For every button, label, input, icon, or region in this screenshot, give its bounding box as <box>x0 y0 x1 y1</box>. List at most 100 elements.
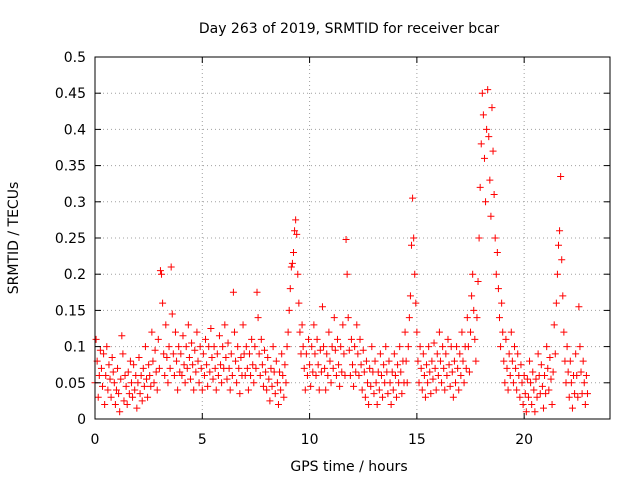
data-point <box>107 393 115 401</box>
data-point <box>490 191 498 199</box>
data-point <box>427 390 435 398</box>
data-point <box>233 379 241 387</box>
data-point <box>288 259 296 267</box>
data-point <box>248 335 256 343</box>
data-point <box>140 382 148 390</box>
data-point <box>244 386 252 394</box>
data-point <box>346 372 354 380</box>
data-point <box>472 357 480 365</box>
data-point <box>168 310 176 318</box>
data-point <box>152 368 160 376</box>
x-tick-label: 5 <box>198 432 207 448</box>
y-tick-label: 0.2 <box>64 267 86 283</box>
data-point <box>310 321 318 329</box>
data-point <box>386 379 394 387</box>
data-point <box>287 263 295 271</box>
data-point <box>272 357 280 365</box>
data-point <box>384 390 392 398</box>
data-point <box>463 314 471 322</box>
data-point <box>212 386 220 394</box>
data-point <box>547 375 555 383</box>
data-point <box>268 382 276 390</box>
data-point <box>126 357 134 365</box>
data-point <box>337 343 345 351</box>
data-point <box>222 353 230 361</box>
y-axis-label: SRMTID / TECUs <box>6 182 22 295</box>
data-point <box>178 372 186 380</box>
data-point <box>428 357 436 365</box>
data-point <box>123 401 131 409</box>
data-point <box>390 350 398 358</box>
data-point <box>262 368 270 376</box>
x-tick-label: 15 <box>408 432 426 448</box>
data-point <box>257 335 265 343</box>
data-point <box>125 390 133 398</box>
data-point <box>186 375 194 383</box>
data-point <box>345 346 353 354</box>
data-point <box>335 361 343 369</box>
data-point <box>419 350 427 358</box>
data-point <box>211 364 219 372</box>
data-point <box>361 393 369 401</box>
data-point <box>277 386 285 394</box>
data-point <box>249 361 257 369</box>
data-point <box>274 401 282 409</box>
data-point <box>444 335 452 343</box>
data-point <box>373 401 381 409</box>
data-point <box>558 256 566 264</box>
data-point <box>333 335 341 343</box>
data-point <box>539 404 547 412</box>
data-point <box>104 386 112 394</box>
data-point <box>423 361 431 369</box>
data-point <box>311 350 319 358</box>
data-point <box>468 292 476 300</box>
data-point <box>259 382 267 390</box>
data-point <box>560 328 568 336</box>
data-point <box>294 270 302 278</box>
data-point <box>202 335 210 343</box>
data-point <box>382 343 390 351</box>
data-point <box>441 386 449 394</box>
data-point <box>471 335 479 343</box>
data-point <box>312 372 320 380</box>
data-point <box>500 357 508 365</box>
data-point <box>458 328 466 336</box>
data-point <box>512 364 520 372</box>
data-point <box>103 343 111 351</box>
data-point <box>94 393 102 401</box>
data-point <box>412 299 420 307</box>
data-point <box>365 401 373 409</box>
x-axis-label: GPS time / hours <box>290 459 407 475</box>
data-point <box>575 303 583 311</box>
data-point <box>155 364 163 372</box>
data-point <box>289 248 297 256</box>
data-point <box>583 390 591 398</box>
data-point <box>182 343 190 351</box>
data-point <box>149 357 157 365</box>
data-point <box>225 364 233 372</box>
data-point <box>129 393 137 401</box>
data-point <box>228 372 236 380</box>
data-point <box>121 372 129 380</box>
data-point <box>303 372 311 380</box>
data-point <box>521 390 529 398</box>
data-point <box>465 368 473 376</box>
data-point <box>281 361 289 369</box>
data-point <box>367 382 375 390</box>
data-point <box>276 368 284 376</box>
data-point <box>164 379 172 387</box>
data-point <box>253 288 261 296</box>
data-point <box>392 393 400 401</box>
data-point <box>158 270 166 278</box>
data-point <box>235 364 243 372</box>
data-point <box>317 368 325 376</box>
y-tick-label: 0.5 <box>64 50 86 66</box>
data-point <box>486 176 494 184</box>
data-point <box>387 401 395 409</box>
data-point <box>190 386 198 394</box>
data-point <box>459 357 467 365</box>
data-point <box>571 390 579 398</box>
data-point <box>495 314 503 322</box>
data-point <box>280 393 288 401</box>
data-point <box>122 382 130 390</box>
